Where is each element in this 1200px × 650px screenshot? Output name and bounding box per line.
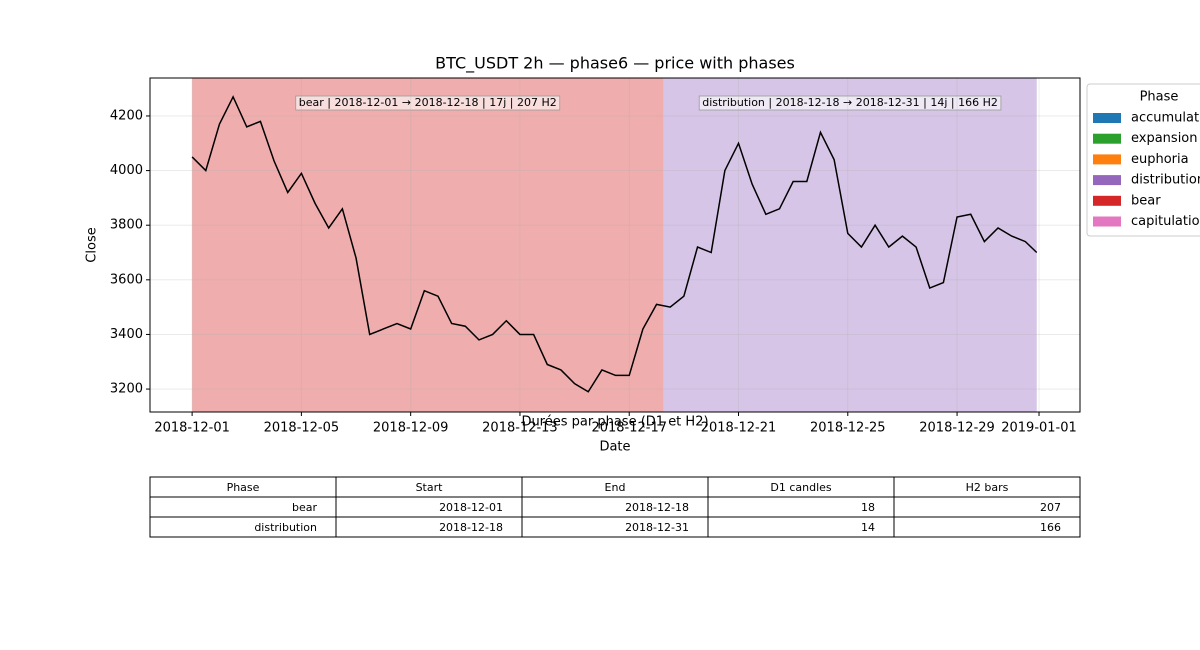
y-tick-label: 3800 [110, 218, 143, 233]
table-cell-text: 2018-12-18 [625, 501, 689, 514]
y-tick-label: 3400 [110, 327, 143, 342]
legend-swatch [1093, 113, 1121, 123]
x-tick-label: 2019-01-01 [1001, 421, 1077, 436]
table-cell-text: 2018-12-31 [625, 521, 689, 534]
x-tick-label: 2018-12-29 [919, 421, 995, 436]
legend-swatch [1093, 133, 1121, 144]
annotation-box [698, 95, 1002, 111]
legend-label: expansion [1131, 131, 1198, 146]
table-header-text: D1 candles [770, 481, 832, 494]
legend-label: euphoria [1131, 152, 1189, 167]
y-axis-label: Close [85, 227, 100, 262]
table-cell-text: 14 [861, 521, 875, 534]
axes-frame [149, 77, 1081, 413]
legend-title: Phase [1140, 90, 1179, 105]
legend-swatch [1093, 216, 1121, 227]
legend-swatch [1093, 175, 1121, 186]
legend-label: accumulation [1131, 111, 1200, 126]
x-axis-label: Date [599, 440, 630, 455]
table-cell-text: distribution [254, 521, 317, 534]
x-tick-label: 2018-12-05 [264, 421, 340, 436]
y-tick-label: 4000 [110, 163, 143, 178]
x-tick-label: 2018-12-01 [154, 421, 230, 436]
table-header-text: Phase [227, 481, 260, 494]
table-cell-text: bear [292, 501, 317, 514]
legend-swatch [1093, 195, 1121, 206]
price-line [191, 95, 1038, 393]
legend-label: distribution [1131, 173, 1200, 188]
table-header-text: Start [416, 481, 444, 494]
x-tick-label: 2018-12-13 [482, 421, 558, 436]
table-header-text: H2 bars [966, 481, 1009, 494]
chart-title: BTC_USDT 2h — phase6 — price with phases [435, 54, 795, 74]
table-cell-text: 18 [861, 501, 875, 514]
legend-label: capitulation [1131, 214, 1200, 229]
phase-annotation: distribution | 2018-12-18 → 2018-12-31 |… [702, 96, 998, 109]
phase-span [192, 78, 664, 412]
annotation-box [295, 95, 561, 111]
table-title: Durées par phase (D1 et H2) [521, 415, 708, 430]
legend-swatch [1093, 154, 1121, 165]
y-tick-label: 3200 [110, 382, 143, 397]
x-tick-label: 2018-12-09 [373, 421, 449, 436]
table-cell-text: 166 [1040, 521, 1061, 534]
table-cell-text: 2018-12-18 [439, 521, 503, 534]
table-cell-text: 207 [1040, 501, 1061, 514]
table-cell [893, 516, 1081, 538]
legend-label: bear [1131, 193, 1161, 208]
phase-annotation: bear | 2018-12-01 → 2018-12-18 | 17j | 2… [299, 96, 557, 109]
x-tick-label: 2018-12-25 [810, 421, 886, 436]
x-tick-label: 2018-12-17 [591, 421, 667, 436]
y-tick-label: 4200 [110, 108, 143, 123]
table-header-text: End [605, 481, 626, 494]
y-tick-label: 3600 [110, 272, 143, 287]
x-tick-label: 2018-12-21 [701, 421, 777, 436]
phase-span [663, 78, 1037, 412]
table-cell-text: 2018-12-01 [439, 501, 503, 514]
